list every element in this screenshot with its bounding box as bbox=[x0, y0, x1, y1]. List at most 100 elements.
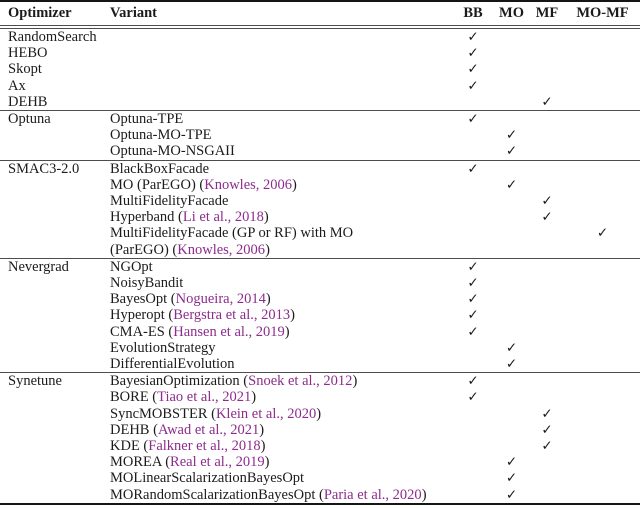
table-header: Optimizer Variant BB MO MF MO-MF bbox=[0, 1, 640, 29]
variant-cell: MORandomScalarizationBayesOpt (Paria et … bbox=[110, 487, 452, 504]
optimizer-cell bbox=[0, 209, 110, 225]
citation-link[interactable]: Awad et al., 2021 bbox=[157, 421, 260, 438]
checkmark-bb: ✓ bbox=[467, 45, 479, 62]
check-cell-mo-mf bbox=[565, 127, 640, 143]
table-section-3: Nevergrad NGOpt ✓ NoisyBandit ✓ BayesOpt (Nog… bbox=[0, 258, 640, 372]
optimizer-cell bbox=[0, 225, 110, 241]
citation-link[interactable]: Klein et al., 2020 bbox=[215, 405, 317, 422]
citation-link[interactable]: Tiao et al., 2021 bbox=[157, 389, 252, 406]
checkmark-mf: ✓ bbox=[541, 193, 553, 210]
check-cell-mo-mf bbox=[565, 258, 640, 275]
citation-link[interactable]: Knowles, 2006 bbox=[204, 176, 293, 193]
citation-link[interactable]: Bergstra et al., 2013 bbox=[173, 307, 291, 324]
variant-cell: KDE (Falkner et al., 2018) bbox=[110, 438, 452, 454]
variant-cell: NoisyBandit bbox=[110, 275, 452, 291]
variant-text: ) bbox=[251, 389, 257, 406]
check-cell-bb bbox=[452, 209, 494, 225]
variant-text: (ParEGO) ( bbox=[110, 241, 178, 258]
check-cell-bb bbox=[452, 143, 494, 160]
citation-link[interactable]: Snoek et al., 2012 bbox=[248, 373, 353, 390]
variant-text: NoisyBandit bbox=[110, 275, 184, 292]
check-cell-mo bbox=[494, 225, 529, 241]
check-cell-mo bbox=[494, 94, 529, 111]
checkmark-bb: ✓ bbox=[467, 111, 479, 128]
citation-link[interactable]: Li et al., 2018 bbox=[182, 209, 264, 226]
check-cell-mo-mf bbox=[565, 340, 640, 356]
citation-link[interactable]: Hansen et al., 2019 bbox=[173, 323, 285, 340]
citation-link[interactable]: Falkner et al., 2018 bbox=[148, 438, 261, 455]
table-row: DEHB ✓ bbox=[0, 94, 640, 111]
check-cell-mf bbox=[529, 45, 565, 61]
variant-text: Hyperband ( bbox=[110, 209, 183, 226]
citation-link[interactable]: Paria et al., 2020 bbox=[323, 486, 422, 503]
check-cell-bb bbox=[452, 454, 494, 470]
check-cell-mf bbox=[529, 61, 565, 77]
check-cell-bb bbox=[452, 94, 494, 111]
variant-text: ) bbox=[259, 421, 265, 438]
check-cell-mo-mf bbox=[565, 291, 640, 307]
optimizer-cell bbox=[0, 193, 110, 209]
checkmark-bb: ✓ bbox=[467, 29, 479, 45]
variant-text: CMA-ES ( bbox=[110, 323, 174, 340]
optimizer-cell: Ax bbox=[8, 77, 26, 94]
variant-text: MO (ParEGO) ( bbox=[110, 176, 205, 193]
variant-text: Optuna-MO-NSGAII bbox=[110, 143, 235, 160]
check-cell-mf bbox=[529, 324, 565, 340]
variant-text: KDE ( bbox=[110, 438, 149, 455]
checkmark-bb: ✓ bbox=[467, 307, 479, 324]
table-row: MO (ParEGO) (Knowles, 2006) ✓ bbox=[0, 177, 640, 193]
header-optimizer: Optimizer bbox=[0, 1, 110, 29]
variant-cell: Optuna-TPE bbox=[110, 111, 452, 128]
check-cell-bb bbox=[452, 177, 494, 193]
check-cell-mo-mf bbox=[565, 242, 640, 259]
checkmark-bb: ✓ bbox=[467, 77, 479, 94]
optimizer-cell bbox=[0, 470, 110, 486]
variant-cell: DifferentialEvolution bbox=[110, 356, 452, 373]
check-cell-mo-mf bbox=[565, 193, 640, 209]
variant-text: ) bbox=[265, 241, 270, 258]
check-cell-mo-mf bbox=[565, 356, 640, 373]
citation-link[interactable]: Nogueira, 2014 bbox=[175, 291, 266, 308]
table-row: Optuna-MO-NSGAII ✓ bbox=[0, 143, 640, 160]
check-cell-mo-mf bbox=[565, 275, 640, 291]
table-row: EvolutionStrategy ✓ bbox=[0, 340, 640, 356]
table-row: MOLinearScalarizationBayesOpt ✓ bbox=[0, 470, 640, 486]
check-cell-mo-mf bbox=[565, 307, 640, 323]
table-row: MOREA (Real et al., 2019) ✓ bbox=[0, 454, 640, 470]
variant-text: NGOpt bbox=[110, 258, 153, 275]
variant-cell bbox=[110, 45, 452, 61]
variant-cell: DEHB (Awad et al., 2021) bbox=[110, 422, 452, 438]
check-cell-mo bbox=[494, 61, 529, 77]
checkmark-mo: ✓ bbox=[505, 339, 518, 356]
table-row: CMA-ES (Hansen et al., 2019) ✓ bbox=[0, 324, 640, 340]
citation-link[interactable]: Real et al., 2019 bbox=[170, 454, 265, 471]
variant-text: MultiFidelityFacade (GP or RF) with MO bbox=[110, 225, 354, 242]
check-cell-mo-mf bbox=[565, 406, 640, 422]
table-row: DifferentialEvolution ✓ bbox=[0, 356, 640, 373]
variant-text: MORandomScalarizationBayesOpt ( bbox=[110, 486, 324, 503]
checkmark-mo: ✓ bbox=[505, 356, 518, 373]
optimizer-cell bbox=[0, 406, 110, 422]
check-cell-mo bbox=[494, 111, 529, 128]
check-cell-mo bbox=[494, 242, 529, 259]
variant-cell: MultiFidelityFacade (GP or RF) with MO bbox=[110, 225, 452, 241]
variant-text: ) bbox=[264, 454, 270, 471]
check-cell-mo-mf bbox=[565, 438, 640, 454]
table-section-2: SMAC3-2.0 BlackBoxFacade ✓ MO (ParEGO) (Kno… bbox=[0, 160, 640, 258]
checkmark-mf: ✓ bbox=[541, 438, 553, 455]
variant-cell: BORE (Tiao et al., 2021) bbox=[110, 389, 452, 405]
check-cell-mo-mf bbox=[565, 143, 640, 160]
check-cell-mo bbox=[494, 78, 529, 94]
check-cell-mf bbox=[529, 291, 565, 307]
citation-link[interactable]: Knowles, 2006 bbox=[177, 241, 266, 258]
table-row: NoisyBandit ✓ bbox=[0, 275, 640, 291]
check-cell-mo-mf bbox=[565, 160, 640, 177]
table-row: Hyperopt (Bergstra et al., 2013) ✓ bbox=[0, 307, 640, 323]
checkmark-mf: ✓ bbox=[541, 93, 553, 110]
check-cell-mf bbox=[529, 275, 565, 291]
check-cell-bb bbox=[452, 356, 494, 373]
variant-cell: MO (ParEGO) (Knowles, 2006) bbox=[110, 177, 452, 193]
optimizer-cell: SMAC3-2.0 bbox=[8, 160, 80, 177]
check-cell-mo bbox=[494, 373, 529, 390]
